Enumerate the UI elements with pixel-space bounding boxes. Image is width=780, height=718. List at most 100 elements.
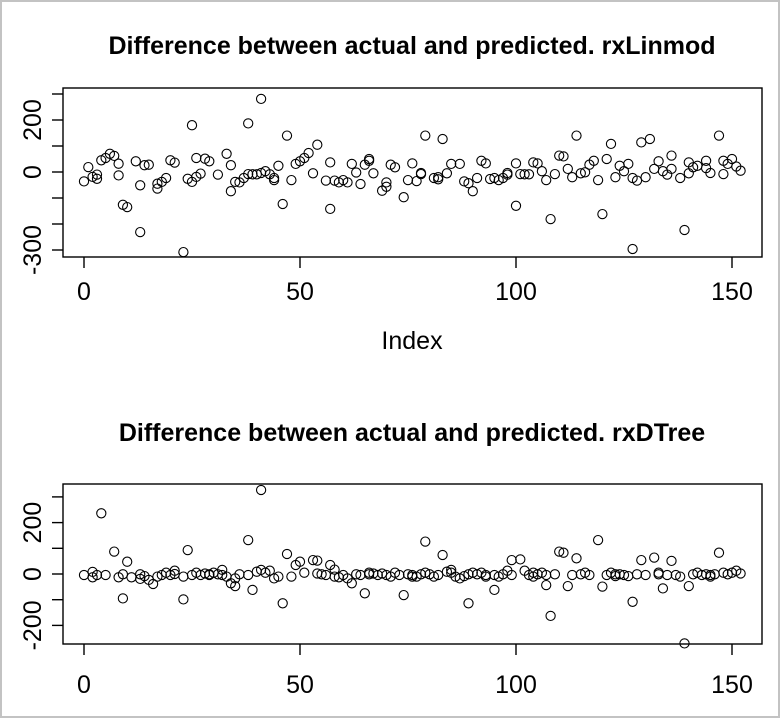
- data-point: [212, 169, 224, 180]
- data-point: [78, 176, 90, 187]
- data-point: [705, 569, 716, 581]
- data-point: [592, 534, 604, 546]
- data-point: [420, 130, 431, 141]
- data-point: [623, 158, 634, 170]
- data-point: [644, 133, 656, 145]
- data-point: [243, 118, 254, 129]
- data-point: [735, 568, 746, 579]
- data-point: [351, 569, 362, 580]
- data-point: [243, 168, 254, 180]
- data-point: [597, 581, 608, 592]
- data-point: [100, 569, 111, 581]
- data-point: [281, 130, 293, 141]
- data-point: [506, 554, 517, 566]
- data-point: [230, 176, 241, 188]
- data-point: [204, 156, 215, 167]
- data-point: [264, 565, 275, 576]
- data-point: [273, 160, 284, 171]
- data-point: [545, 213, 556, 225]
- data-point: [575, 569, 586, 580]
- data-point: [243, 569, 254, 581]
- y-axis-tick-label: 200: [19, 99, 47, 141]
- data-point: [532, 569, 543, 580]
- data-point: [281, 548, 293, 560]
- data-point: [255, 93, 267, 105]
- data-point: [355, 178, 366, 190]
- data-point: [679, 224, 690, 236]
- data-point: [502, 167, 513, 179]
- data-point: [536, 166, 548, 177]
- data-point: [454, 158, 465, 170]
- data-point: [169, 157, 180, 168]
- data-point: [554, 546, 565, 557]
- scatter-plot-rxlinmod: 0 50 100 150 200 0 -300: [19, 87, 763, 306]
- data-point: [713, 130, 725, 141]
- data-point: [178, 571, 189, 582]
- x-axis-tick-label: 0: [77, 278, 91, 306]
- data-point: [627, 596, 638, 607]
- data-point: [273, 571, 284, 582]
- data-point: [441, 168, 453, 179]
- data-point: [562, 580, 573, 592]
- data-point: [597, 208, 608, 220]
- data-point: [143, 159, 154, 170]
- data-point: [480, 158, 491, 169]
- data-point: [407, 158, 418, 169]
- data-point: [398, 589, 409, 601]
- data-point: [433, 569, 444, 581]
- data-point: [726, 153, 738, 165]
- data-point: [588, 155, 599, 166]
- x-axis-tick-label: 50: [286, 671, 314, 699]
- data-point: [567, 569, 578, 581]
- data-point: [675, 172, 686, 184]
- data-point: [135, 180, 146, 191]
- data-point: [545, 610, 556, 622]
- data-point: [718, 168, 729, 180]
- data-point: [78, 569, 90, 581]
- data-point: [320, 175, 332, 186]
- data-point: [346, 158, 357, 170]
- x-axis-tick-label: 100: [495, 278, 537, 306]
- data-point: [307, 554, 319, 566]
- data-point: [562, 163, 573, 175]
- data-point: [325, 157, 336, 168]
- x-axis-tick-label: 0: [77, 671, 91, 699]
- data-point: [506, 569, 517, 581]
- data-point: [402, 174, 414, 186]
- data-point: [640, 569, 651, 581]
- data-point: [130, 156, 141, 167]
- x-axis-tick-label: 150: [711, 278, 753, 306]
- data-point: [670, 569, 681, 581]
- data-point: [178, 246, 189, 258]
- data-point: [230, 580, 241, 592]
- data-point: [122, 556, 133, 567]
- data-point: [91, 569, 103, 581]
- data-point: [735, 165, 746, 176]
- data-point: [554, 150, 565, 161]
- data-point: [381, 181, 392, 192]
- scatter-plot-rxdtree: 0 50 100 150 200 0 -200: [19, 483, 763, 699]
- data-point: [653, 156, 664, 167]
- data-point: [277, 598, 288, 609]
- data-point: [113, 158, 124, 169]
- data-point: [117, 593, 129, 604]
- data-point: [636, 137, 647, 148]
- data-point: [217, 569, 228, 581]
- data-point: [312, 139, 323, 150]
- data-point: [109, 546, 120, 557]
- data-point: [152, 178, 163, 189]
- data-point: [700, 155, 712, 166]
- data-point: [195, 168, 206, 179]
- top-plot-title: Difference between actual and predicted.…: [108, 32, 715, 60]
- data-point: [683, 580, 694, 592]
- bottom-plot-title: Difference between actual and predicted.…: [119, 419, 705, 447]
- data-point: [372, 569, 383, 581]
- data-point: [255, 484, 267, 496]
- data-point: [567, 172, 578, 183]
- data-point: [666, 555, 677, 567]
- data-point: [463, 569, 474, 580]
- data-point: [662, 569, 673, 581]
- data-point: [489, 569, 500, 581]
- data-point: [433, 174, 444, 185]
